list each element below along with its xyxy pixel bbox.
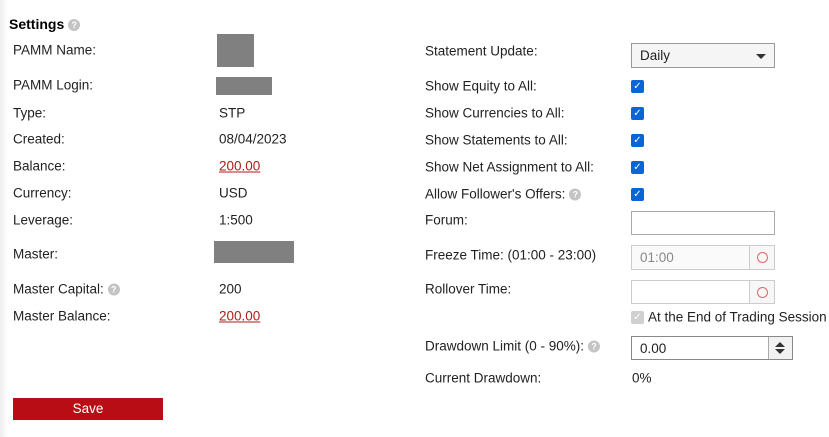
field-label: Master Capital:? <box>13 282 120 297</box>
current-drawdown-value: 0% <box>632 370 652 386</box>
field-value: 08/04/2023 <box>219 131 287 147</box>
statement-update-select[interactable]: Daily <box>631 43 775 68</box>
field-label: Currency: <box>13 186 72 201</box>
label-text: Allow Follower's Offers: <box>425 186 566 202</box>
checkbox-label: Show Currencies to All: <box>425 106 565 121</box>
clock-icon[interactable] <box>749 281 774 303</box>
forum-label: Forum: <box>425 213 468 228</box>
end-session-checkbox[interactable]: ✓ <box>631 311 644 324</box>
label-text: Type: <box>13 105 47 121</box>
statement-update-label: Statement Update: <box>425 44 538 59</box>
redacted-value <box>214 241 294 263</box>
end-session-label: At the End of Trading Session <box>648 309 827 325</box>
label-text: Forum: <box>425 212 468 228</box>
freeze-time-label: Freeze Time: (01:00 - 23:00) <box>425 248 596 263</box>
label-text: Show Currencies to All: <box>425 105 565 121</box>
field-label: Type: <box>13 106 46 121</box>
save-button[interactable]: Save <box>13 398 163 420</box>
forum-input[interactable] <box>631 211 775 235</box>
help-icon[interactable]: ? <box>569 188 582 201</box>
 <box>756 286 768 298</box>
clock-icon[interactable] <box>749 246 774 269</box>
checkbox-label: Show Statements to All: <box>425 133 568 148</box>
label-text: Show Equity to All: <box>425 78 537 94</box>
arrow-down-icon <box>775 349 785 354</box>
checkbox[interactable]: ✓ <box>631 188 644 201</box>
label-text: Rollover Time: <box>425 281 512 297</box>
field-label: Leverage: <box>13 213 73 228</box>
rollover-time-input[interactable] <box>631 280 775 304</box>
checkbox[interactable]: ✓ <box>631 80 644 93</box>
time-value: 01:00 <box>640 250 674 265</box>
label-text: Master Capital: <box>13 281 104 297</box>
field-value: STP <box>219 105 246 121</box>
label-text: Currency: <box>13 185 72 201</box>
checkbox-label: Show Equity to All: <box>425 79 537 94</box>
checkbox[interactable]: ✓ <box>631 161 644 174</box>
redacted-value <box>216 77 272 95</box>
label-text: Leverage: <box>13 212 74 228</box>
label-text: Current Drawdown: <box>425 370 542 386</box>
field-value: 1:500 <box>219 212 253 228</box>
label-text: Show Net Assignment to All: <box>425 159 594 175</box>
drawdown-limit-label: Drawdown Limit (0 - 90%):? <box>425 338 601 354</box>
field-label: Master Balance: <box>13 309 111 324</box>
label-text: Freeze Time: (01:00 - 23:00) <box>425 247 597 263</box>
label-text: Balance: <box>13 158 66 174</box>
label-text: PAMM Name: <box>13 42 97 58</box>
field-label: Created: <box>13 132 65 147</box>
 <box>756 252 768 263</box>
value-link[interactable]: 200.00 <box>219 158 261 174</box>
help-icon[interactable]: ? <box>588 340 601 353</box>
label-text: Created: <box>13 131 65 147</box>
left-shade <box>0 0 8 437</box>
checkbox[interactable]: ✓ <box>631 107 644 120</box>
arrow-up-icon <box>775 342 785 347</box>
field-value: 200 <box>219 281 242 297</box>
checkbox[interactable]: ✓ <box>631 134 644 147</box>
number-value: 0.00 <box>640 340 667 356</box>
rollover-time-label: Rollover Time: <box>425 282 511 297</box>
field-label: Master: <box>13 247 58 262</box>
page-title: Settings? <box>9 16 81 32</box>
checkbox-label: Allow Follower's Offers:? <box>425 186 582 202</box>
redacted-value <box>217 34 254 67</box>
field-label: Balance: <box>13 159 66 174</box>
label-text: Show Statements to All: <box>425 132 568 148</box>
select-value: Daily <box>640 48 671 63</box>
help-icon[interactable]: ? <box>68 19 81 32</box>
stepper-icon[interactable] <box>768 337 792 359</box>
label-text: Master Balance: <box>13 308 111 324</box>
freeze-time-input[interactable]: 01:00 <box>631 245 775 270</box>
field-value: USD <box>219 185 248 201</box>
label-text: Statement Update: <box>425 43 538 59</box>
drawdown-limit-input[interactable]: 0.00 <box>631 336 793 360</box>
current-drawdown-label: Current Drawdown: <box>425 371 541 386</box>
label-text: PAMM Login: <box>13 77 94 93</box>
field-label: PAMM Name: <box>13 43 96 58</box>
checkbox-label: Show Net Assignment to All: <box>425 160 594 175</box>
label-text: Drawdown Limit (0 - 90%): <box>425 338 585 354</box>
value-link[interactable]: 200.00 <box>219 308 261 324</box>
help-icon[interactable]: ? <box>107 283 120 296</box>
label-text: Master: <box>13 246 59 262</box>
chevron-down-icon <box>756 54 766 59</box>
field-label: PAMM Login: <box>13 78 93 93</box>
